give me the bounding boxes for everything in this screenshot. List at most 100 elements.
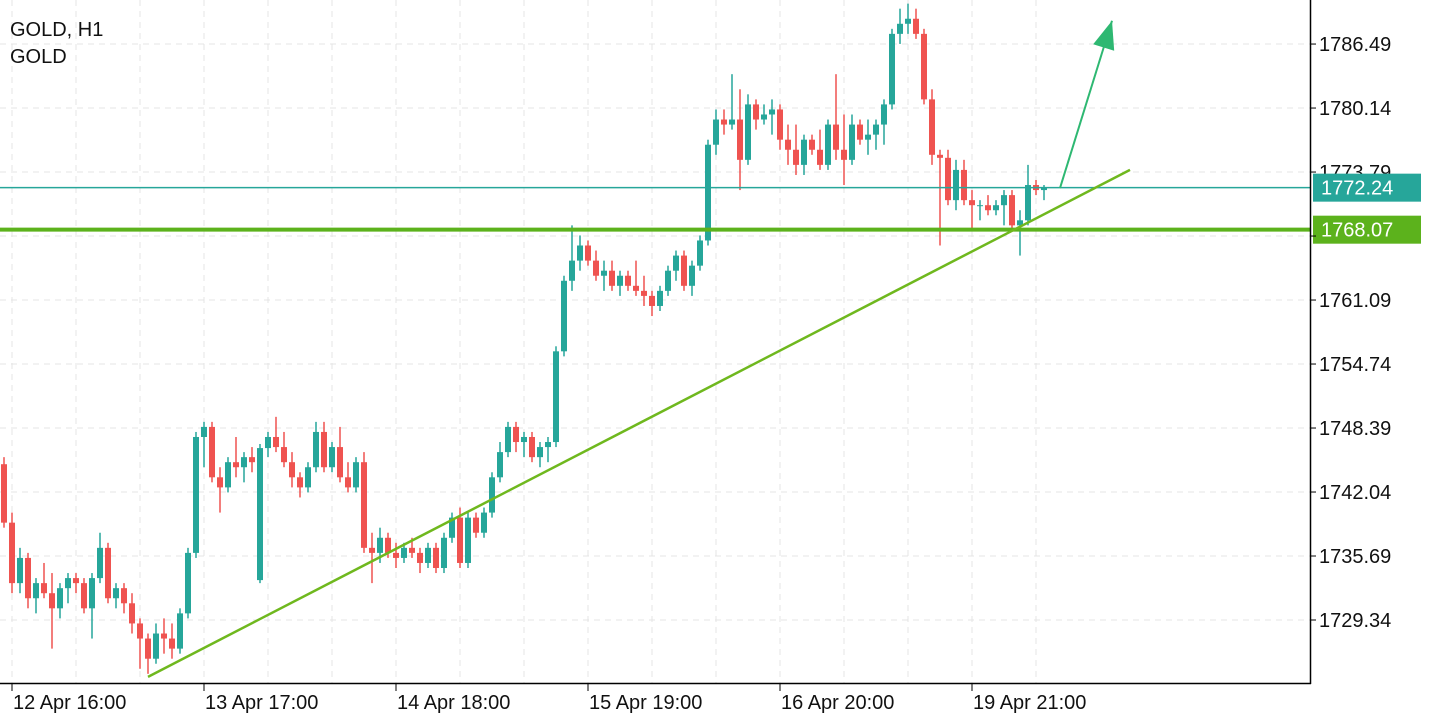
candle-body [761,114,767,120]
candle-body [105,547,111,599]
candle-body [737,119,743,160]
y-tick-label: 1761.09 [1319,290,1391,312]
candle-body [329,447,335,468]
candle-body [153,633,159,659]
arrow-shaft [1059,20,1113,189]
candle-body [833,124,839,150]
candle-body [657,290,663,306]
candle-body [641,290,647,296]
candle-body [945,157,951,201]
candle-body [497,452,503,478]
x-tick-label: 14 Apr 18:00 [397,692,510,714]
candle-body [585,245,591,261]
candle-body [673,255,679,271]
candle-body [225,462,231,488]
candle-body [433,547,439,569]
candle-body [625,275,631,286]
candle-body [1001,195,1007,206]
candle-body [777,109,783,140]
candle-body [33,583,39,599]
candle-body [65,578,71,589]
candle-body [289,462,295,478]
candle-body [577,245,583,261]
y-tick-label: 1748.39 [1319,418,1391,440]
candle-body [241,457,247,468]
candle-body [681,255,687,286]
candle-body [537,447,543,458]
candle-body [169,638,175,649]
price-label-box [1313,215,1421,244]
candle-body [489,477,495,513]
candle-body [73,578,79,584]
candle-body [793,149,799,165]
candle-body [785,139,791,150]
candle-body [769,109,775,115]
x-tick-label: 13 Apr 17:00 [205,692,318,714]
candle-body [377,537,383,553]
candle-body [209,426,215,478]
candle-body [345,477,351,488]
candle-body [57,588,63,609]
candle-body [369,547,375,553]
candle-body [897,23,903,34]
candle-body [601,270,607,276]
candle-body [857,124,863,140]
candle-body [1025,185,1031,221]
candle-body [337,447,343,478]
candle-body [81,583,87,609]
candle-body [177,613,183,649]
candle-body [721,119,727,125]
candle-body [305,467,311,488]
candle-body [873,124,879,135]
candle-body [921,33,927,100]
candle-body [729,119,735,125]
candle-body [9,522,15,584]
candle-body [609,270,615,286]
candle-body [449,517,455,538]
price-label: 1772.24 [1321,178,1393,200]
candle-body [129,603,135,624]
candle-body [1017,220,1023,226]
candle-body [97,547,103,579]
candle-body [361,462,367,548]
candle-body [937,154,943,158]
candle-body [137,623,143,639]
candle-body [689,265,695,286]
candle-body [441,537,447,569]
candle-body [321,431,327,468]
candle-body [89,578,95,609]
candle-body [977,205,983,207]
candle-body [1009,195,1015,226]
x-tick-label: 15 Apr 19:00 [589,692,702,714]
price-label-box [1313,173,1421,202]
candle-body [49,593,55,609]
candle-body [889,33,895,105]
candle-body [665,270,671,291]
y-tick-label: 1742.04 [1319,482,1391,504]
candle-body [705,144,711,241]
candle-body [993,205,999,211]
candle-body [121,588,127,604]
candle-body [41,583,47,594]
candle-body [865,134,871,140]
candle-body [473,517,479,533]
candle-body [697,240,703,266]
candle-body [17,557,23,584]
y-tick-label: 1754.74 [1319,354,1391,376]
y-tick-label: 1780.14 [1319,98,1391,120]
candle-body [553,351,559,443]
candle-body [617,275,623,286]
candle-body [841,149,847,160]
candle-body [393,552,399,558]
candle-body [929,99,935,155]
candle-body [753,104,759,120]
candle-body [249,457,255,463]
candle-body [521,436,527,443]
candle-body [505,426,511,453]
candle-body [257,448,263,581]
candle-body [201,426,207,437]
candle-body [1,464,7,523]
